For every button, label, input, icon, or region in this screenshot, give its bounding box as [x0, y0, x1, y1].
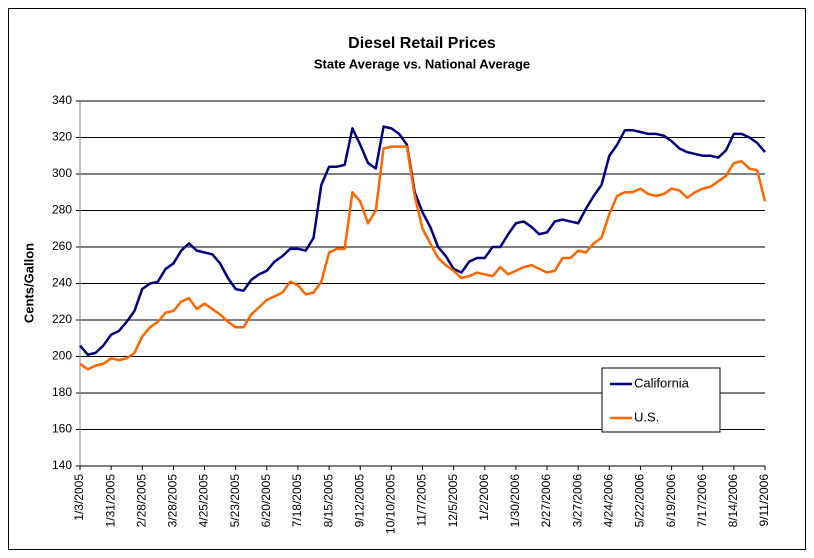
x-tick-label: 7/17/2006 — [695, 474, 709, 528]
x-tick-label: 5/22/2006 — [633, 474, 647, 528]
y-tick-label: 260 — [52, 239, 72, 253]
x-tick-label: 11/7/2005 — [415, 474, 429, 527]
x-tick-label: 9/11/2006 — [757, 474, 771, 527]
x-tick-label: 7/18/2005 — [290, 474, 304, 528]
x-tick-label: 1/2/2006 — [477, 474, 491, 521]
series-line — [79, 145, 767, 371]
legend-box — [601, 367, 721, 433]
x-tick-label: 1/30/2006 — [508, 474, 522, 528]
y-tick-label: 320 — [52, 130, 72, 144]
legend-label: California — [634, 375, 690, 390]
x-tick-label: 5/23/2005 — [228, 474, 242, 528]
x-tick-label: 1/31/2005 — [103, 474, 117, 528]
series-line — [79, 125, 766, 356]
x-tick-label: 9/12/2005 — [352, 474, 366, 528]
chart-border — [8, 8, 806, 550]
legend-label: U.S. — [634, 409, 659, 424]
y-tick-label: 160 — [52, 422, 72, 436]
x-tick-label: 10/10/2005 — [384, 474, 398, 534]
x-tick-label: 6/20/2005 — [259, 474, 273, 528]
x-tick-label: 1/3/2005 — [72, 474, 86, 521]
x-tick-label: 3/27/2006 — [570, 474, 584, 528]
chart-subtitle: State Average vs. National Average — [314, 56, 530, 71]
x-tick-label: 12/5/2005 — [446, 474, 460, 528]
y-tick-label: 280 — [52, 203, 72, 217]
y-tick-label: 340 — [52, 93, 72, 107]
x-tick-label: 8/15/2005 — [321, 474, 335, 528]
x-tick-label: 3/28/2005 — [166, 474, 180, 528]
y-tick-label: 140 — [52, 458, 72, 472]
x-tick-label: 2/28/2005 — [134, 474, 148, 528]
y-tick-label: 200 — [52, 349, 72, 363]
x-tick-label: 2/27/2006 — [539, 474, 553, 528]
y-tick-label: 180 — [52, 385, 72, 399]
x-tick-label: 4/24/2006 — [601, 474, 615, 528]
y-tick-label: 300 — [52, 166, 72, 180]
chart-title: Diesel Retail Prices — [348, 35, 496, 52]
y-tick-label: 240 — [52, 276, 72, 290]
y-axis-label: Cents/Gallon — [21, 243, 36, 323]
y-tick-label: 220 — [52, 312, 72, 326]
x-tick-label: 6/19/2006 — [664, 474, 678, 528]
x-tick-label: 4/25/2005 — [197, 474, 211, 528]
x-tick-label: 8/14/2006 — [726, 474, 740, 528]
